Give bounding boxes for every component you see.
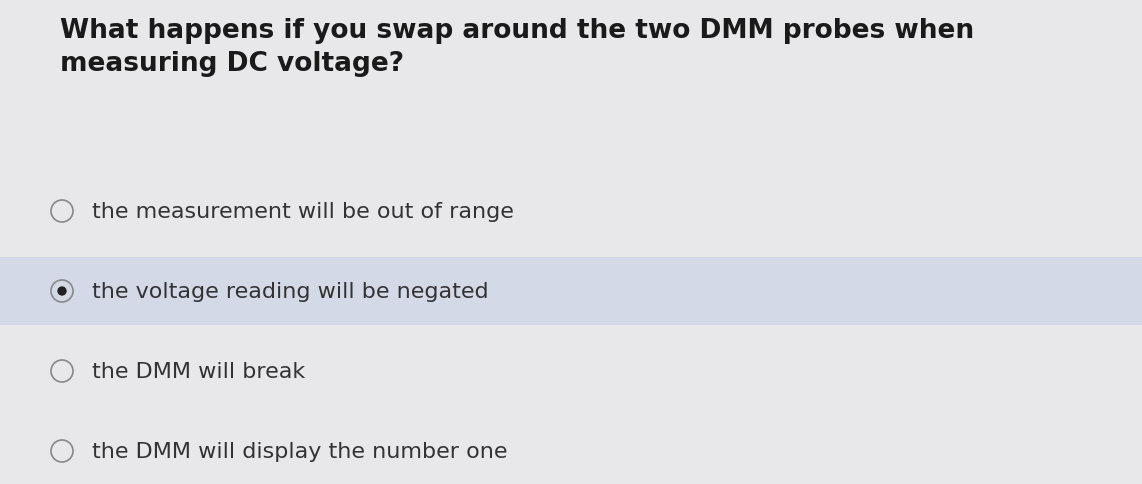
Ellipse shape (57, 287, 66, 296)
FancyBboxPatch shape (0, 257, 1142, 325)
Text: the measurement will be out of range: the measurement will be out of range (93, 201, 514, 222)
Text: the voltage reading will be negated: the voltage reading will be negated (93, 281, 489, 302)
Text: What happens if you swap around the two DMM probes when
measuring DC voltage?: What happens if you swap around the two … (61, 18, 974, 77)
Text: the DMM will display the number one: the DMM will display the number one (93, 441, 507, 461)
Text: the DMM will break: the DMM will break (93, 361, 305, 381)
